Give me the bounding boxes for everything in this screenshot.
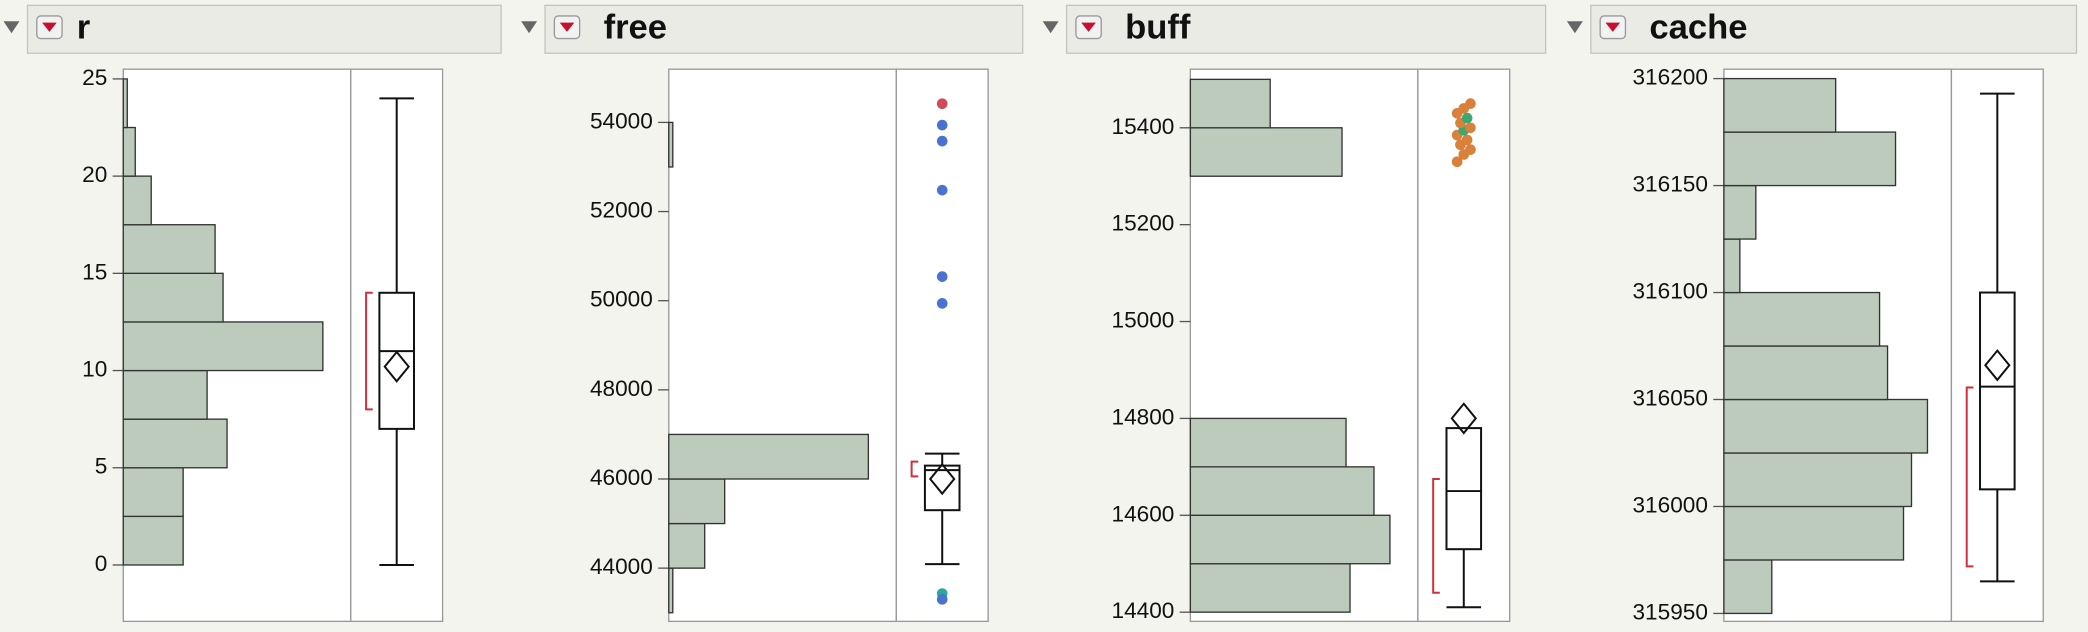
panel-title: buff <box>1125 8 1191 46</box>
box <box>378 291 415 430</box>
histogram-bar <box>122 126 136 177</box>
histogram-bar <box>1723 559 1773 615</box>
disclosure-triangle[interactable] <box>1042 21 1059 34</box>
y-tick-label: 44000 <box>590 554 653 579</box>
y-tick-label: 315950 <box>1632 599 1707 624</box>
histogram-bar <box>122 418 228 469</box>
histogram-bar <box>1189 466 1375 516</box>
shortest-half-bracket <box>910 460 919 478</box>
outlier-point <box>936 271 948 282</box>
histogram-bar <box>668 522 706 569</box>
panel-title: free <box>604 8 667 46</box>
histogram-bar <box>122 272 224 323</box>
panel-title: r <box>77 8 90 46</box>
histogram-bar <box>1723 398 1929 454</box>
y-tick-label: 316050 <box>1632 385 1707 410</box>
outlier-point <box>1461 134 1473 146</box>
disclosure-triangle[interactable] <box>3 21 20 34</box>
histogram-bar <box>1189 417 1347 468</box>
histogram-bar <box>668 433 870 480</box>
histogram-bar <box>1723 238 1741 294</box>
histogram-bar <box>1723 77 1837 133</box>
histogram-bar <box>1723 291 1881 347</box>
histogram-bar <box>1189 514 1391 565</box>
outlier-point <box>936 184 948 196</box>
menu-arrow <box>559 22 575 32</box>
panel-header <box>26 4 502 54</box>
histogram-bar <box>1189 563 1351 613</box>
shortest-half-bracket <box>1432 477 1440 594</box>
histogram-bar <box>122 467 184 518</box>
disclosure-triangle[interactable] <box>521 21 538 34</box>
histogram-bar <box>122 175 152 226</box>
outlier-point <box>936 298 948 309</box>
outlier-point <box>1461 112 1473 124</box>
menu-arrow <box>1605 22 1621 32</box>
y-tick-label: 14600 <box>1112 501 1175 526</box>
y-tick-label: 316100 <box>1632 279 1707 304</box>
y-tick-label: 48000 <box>590 376 653 401</box>
y-tick-label: 316150 <box>1632 172 1707 197</box>
outlier-point <box>936 98 948 110</box>
y-tick-label: 14800 <box>1112 404 1175 429</box>
outlier-point <box>1451 156 1463 168</box>
shortest-half-bracket <box>1965 386 1974 568</box>
outlier-point <box>1465 144 1476 155</box>
mean-diamond <box>928 462 956 496</box>
outlier-point <box>936 135 948 147</box>
outlier-point <box>936 594 948 605</box>
y-tick-label: 15 <box>82 259 107 284</box>
histogram-bar <box>1723 345 1889 401</box>
menu-arrow <box>1081 22 1096 32</box>
y-tick-label: 316000 <box>1632 492 1707 517</box>
histogram-bar <box>122 224 216 274</box>
disclosure-triangle[interactable] <box>1566 21 1583 34</box>
y-tick-label: 15000 <box>1112 308 1175 333</box>
mean-diamond <box>383 350 410 383</box>
histogram-bar <box>122 78 128 129</box>
histogram-bar <box>668 567 674 614</box>
y-tick-label: 50000 <box>590 287 653 312</box>
y-tick-label: 15400 <box>1112 114 1175 139</box>
histogram-bar <box>1723 505 1905 561</box>
box <box>1445 427 1483 551</box>
histogram-bar <box>1723 452 1913 508</box>
histogram-bar <box>1189 78 1271 129</box>
y-tick-label: 15200 <box>1112 211 1175 236</box>
outlier-point <box>936 119 948 131</box>
mean-diamond <box>1450 402 1478 435</box>
histogram-bar <box>122 321 324 372</box>
y-tick-label: 5 <box>95 454 108 479</box>
y-tick-label: 52000 <box>590 198 653 223</box>
panel-header <box>1590 4 2078 54</box>
histogram-bar <box>1723 131 1897 187</box>
histogram-bar <box>1723 184 1757 240</box>
outlier-point <box>1465 98 1476 109</box>
box <box>1979 291 2016 491</box>
histogram-bar <box>668 478 726 525</box>
y-tick-label: 10 <box>82 357 107 382</box>
shortest-half-bracket <box>365 291 373 411</box>
box <box>923 464 961 512</box>
y-tick-label: 46000 <box>590 465 653 490</box>
y-tick-label: 316200 <box>1632 65 1707 90</box>
histogram-bar <box>122 369 208 420</box>
panel-title: cache <box>1649 8 1747 46</box>
y-tick-label: 54000 <box>590 108 653 133</box>
y-tick-label: 0 <box>95 551 108 576</box>
histogram-bar <box>122 515 184 566</box>
y-tick-label: 20 <box>82 162 107 187</box>
outlier-point <box>1465 122 1476 134</box>
histogram-frame <box>668 68 897 623</box>
y-tick-label: 14400 <box>1112 598 1175 623</box>
mean-diamond <box>1984 349 2011 382</box>
histogram-bar <box>668 121 674 168</box>
y-tick-label: 25 <box>82 65 107 90</box>
panel-header <box>544 4 1024 54</box>
panel-header <box>1065 4 1547 54</box>
menu-arrow <box>42 22 57 32</box>
histogram-bar <box>1189 127 1343 177</box>
